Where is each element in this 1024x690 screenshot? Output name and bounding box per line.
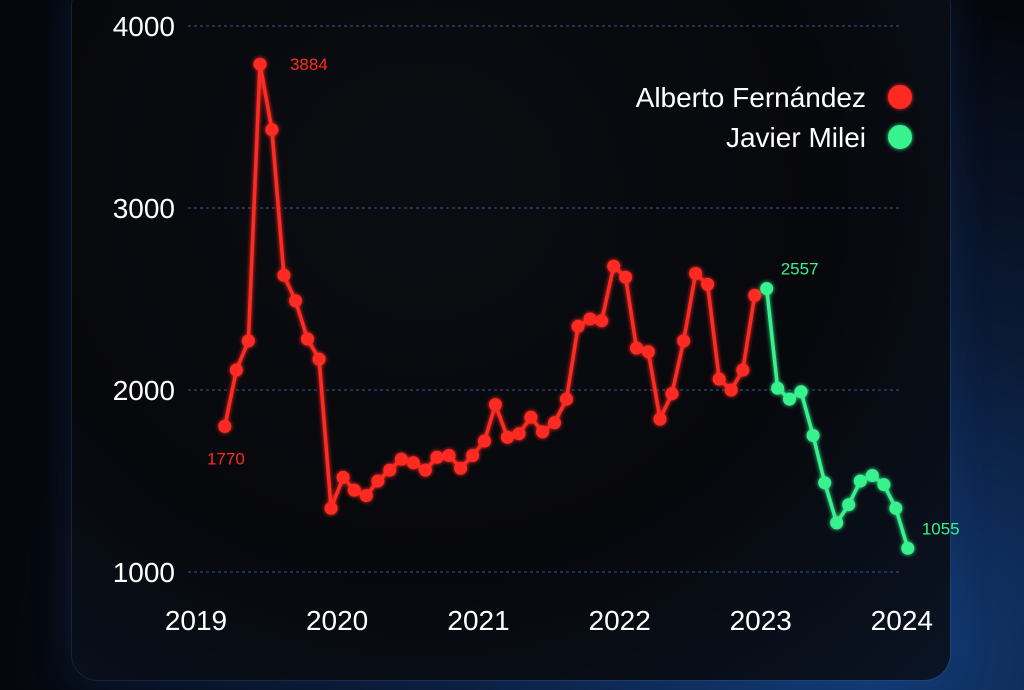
data-label: 3884 (290, 55, 328, 74)
data-point (253, 57, 267, 71)
y-tick-label: 4000 (113, 11, 175, 42)
data-point (865, 469, 879, 482)
data-point (454, 461, 468, 475)
x-tick-label: 2024 (871, 605, 933, 636)
data-point (677, 334, 691, 348)
data-point (806, 429, 820, 442)
data-point (653, 412, 667, 426)
legend-label: Alberto Fernández (636, 82, 866, 113)
data-point (794, 385, 808, 399)
x-tick-label: 2020 (306, 605, 368, 636)
data-point (830, 516, 844, 530)
data-point (889, 501, 903, 515)
data-point (548, 416, 561, 430)
y-axis: 1000 2000 3000 4000 (113, 11, 175, 588)
data-point (783, 392, 796, 406)
x-tick-label: 2019 (165, 605, 227, 636)
data-point (771, 381, 785, 395)
data-point (901, 541, 915, 555)
legend-swatch (888, 85, 912, 109)
data-point (241, 334, 255, 348)
data-point (277, 268, 291, 282)
data-point (466, 449, 480, 462)
data-point (877, 478, 891, 492)
data-point (853, 474, 867, 488)
data-point (842, 498, 856, 512)
series-line (223, 62, 757, 511)
data-point (560, 392, 573, 406)
data-point (347, 483, 361, 497)
data-point (394, 452, 408, 466)
chart-card (72, 0, 950, 680)
data-point (371, 474, 385, 488)
data-label: 1770 (207, 449, 245, 468)
y-tick-label: 1000 (113, 557, 175, 588)
data-point (630, 341, 643, 355)
data-point (265, 123, 279, 137)
legend-swatch (888, 125, 912, 149)
data-point (524, 410, 538, 424)
data-point (689, 267, 703, 280)
data-point (324, 501, 338, 515)
data-point (312, 352, 326, 366)
data-point (619, 270, 633, 284)
x-tick-label: 2021 (447, 605, 509, 636)
data-point (760, 282, 774, 296)
series-0 (218, 57, 762, 515)
series-line (764, 286, 910, 551)
legend-label: Javier Milei (726, 122, 866, 153)
data-point (359, 489, 373, 503)
data-label: 1055 (922, 519, 960, 538)
data-point (500, 430, 514, 444)
data-point (712, 372, 726, 386)
x-axis: 2019 2020 2021 2022 2023 2024 (165, 605, 933, 636)
x-tick-label: 2023 (730, 605, 792, 636)
data-label: 2557 (781, 260, 819, 279)
data-point (536, 425, 549, 439)
y-tick-label: 2000 (113, 375, 175, 406)
data-point (406, 456, 420, 470)
data-point (430, 450, 444, 464)
data-point (289, 294, 302, 308)
data-point (818, 476, 832, 490)
data-point (595, 314, 609, 328)
data-point (583, 312, 597, 326)
y-tick-label: 3000 (113, 193, 175, 224)
data-point (701, 277, 715, 291)
data-point (488, 398, 502, 412)
data-point (736, 363, 750, 377)
data-point (442, 449, 456, 462)
data-point (229, 363, 243, 377)
data-point (724, 383, 738, 397)
data-point (512, 427, 526, 441)
data-point (665, 387, 679, 401)
legend: Alberto Fernández Javier Milei (636, 82, 912, 153)
x-tick-label: 2022 (589, 605, 651, 636)
data-point (748, 288, 762, 302)
data-point (383, 463, 397, 477)
data-point (336, 470, 350, 484)
data-point (478, 434, 491, 448)
data-point (418, 463, 432, 477)
series-1 (760, 282, 915, 555)
data-point (641, 345, 655, 359)
data-point (571, 319, 585, 333)
data-point (301, 332, 314, 346)
data-point (218, 419, 232, 433)
plot-area: 1770 3884 2557 1055 (207, 55, 960, 555)
data-point (607, 259, 621, 273)
